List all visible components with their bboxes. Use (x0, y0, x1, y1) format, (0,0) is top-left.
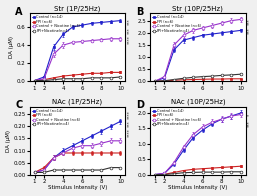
Text: ****: **** (127, 35, 131, 44)
Text: A: A (15, 6, 23, 16)
Legend: Control (n=14), FPI (n=6), Control + Nicotine (n=6), FPI+Nicotine(n=4): Control (n=14), FPI (n=6), Control + Nic… (32, 15, 81, 33)
Text: D: D (136, 100, 144, 110)
Text: B: B (136, 6, 143, 16)
Text: C: C (15, 100, 23, 110)
Legend: Control (n=14), FPI (n=6), Control + Nicotine (n=6), FPI+Nicotine(n=4): Control (n=14), FPI (n=6), Control + Nic… (32, 109, 81, 127)
Text: ****: **** (127, 128, 131, 137)
Text: ***: *** (247, 18, 252, 25)
X-axis label: Stimulus Intensity (V): Stimulus Intensity (V) (48, 185, 107, 191)
X-axis label: Stimulus Intensity (V): Stimulus Intensity (V) (168, 185, 228, 191)
Title: Str (1P/25Hz): Str (1P/25Hz) (54, 5, 101, 12)
Title: NAc (10P/25Hz): NAc (10P/25Hz) (171, 99, 225, 105)
Text: ***: *** (127, 18, 131, 25)
Text: ****: **** (127, 110, 131, 119)
Title: NAc (1P/25Hz): NAc (1P/25Hz) (52, 99, 103, 105)
Legend: Control (n=14), FPI (n=6), Control + Nicotine (n=6), FPI+Nicotine(n=4): Control (n=14), FPI (n=6), Control + Nic… (152, 15, 201, 33)
Title: Str (10P/25Hz): Str (10P/25Hz) (172, 5, 223, 12)
Text: ***: *** (127, 120, 131, 127)
Text: ***: *** (247, 120, 252, 127)
Y-axis label: DA (μM): DA (μM) (9, 36, 14, 58)
Text: ***: *** (247, 27, 252, 34)
Y-axis label: DA (μM): DA (μM) (6, 130, 11, 152)
Text: *: * (247, 114, 252, 116)
Text: ***: *** (127, 27, 131, 34)
Legend: Control (n=14), FPI (n=6), Control + Nicotine (n=6), FPI+Nicotine(n=4): Control (n=14), FPI (n=6), Control + Nic… (152, 109, 201, 127)
